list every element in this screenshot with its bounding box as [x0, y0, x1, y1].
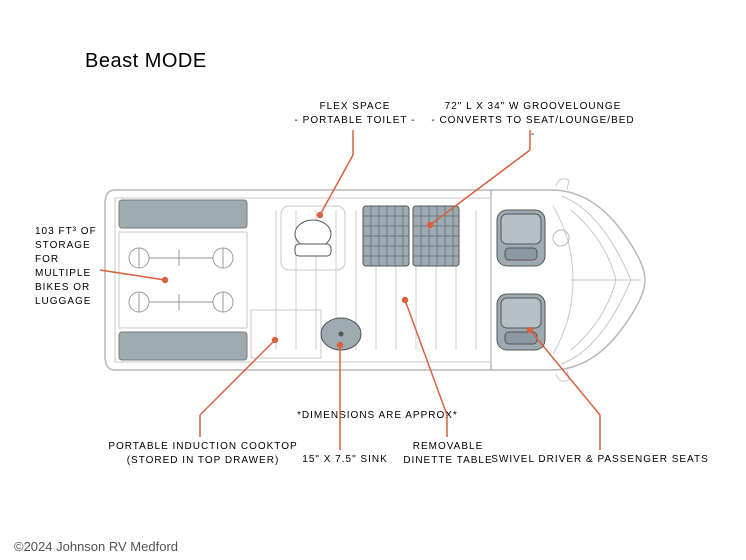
footer-copyright: ©2024 Johnson RV Medford [14, 539, 178, 554]
leader-lines [0, 0, 746, 560]
diagram-container: Beast MODE FLEX SPACE - PORTABLE TOILET … [0, 0, 746, 560]
